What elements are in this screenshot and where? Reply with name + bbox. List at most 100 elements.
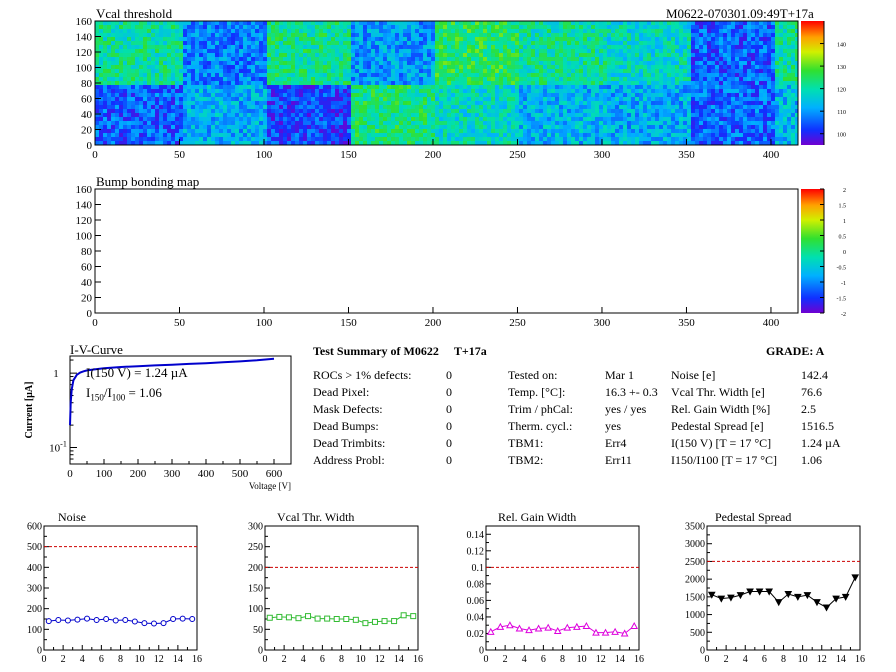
map2-colorbar-tick-label: 1.5 bbox=[839, 204, 847, 210]
map1-x-tick-label: 250 bbox=[509, 149, 526, 161]
rel-gain-width-title: Rel. Gain Width bbox=[498, 510, 576, 524]
map1-y-tick-label: 100 bbox=[76, 63, 93, 75]
rel-gain-width-point bbox=[573, 622, 581, 630]
iv-y-tick-label: 10-1 bbox=[49, 440, 67, 455]
map2-x-tick-label: 400 bbox=[763, 317, 780, 329]
iv-x-tick-label: 0 bbox=[67, 468, 73, 480]
result-value: 142.4 bbox=[801, 368, 828, 382]
module-label: M0622-070301.09:49T+17a bbox=[666, 6, 814, 21]
vcal-thr-width-point bbox=[333, 616, 340, 622]
defect-label: ROCs > 1% defects: bbox=[313, 368, 412, 382]
map2-colorbar-tick-label: -1 bbox=[841, 281, 846, 287]
map2-x-tick-label: 0 bbox=[92, 317, 98, 329]
pedestal-spread-point bbox=[803, 592, 812, 600]
vcal-thr-width-y-tick-label: 150 bbox=[248, 584, 263, 595]
map2-y-tick-label: 140 bbox=[76, 200, 93, 212]
map2-x-tick-label: 350 bbox=[678, 317, 695, 329]
noise-point bbox=[103, 616, 110, 622]
grade-label: GRADE: A bbox=[766, 344, 825, 358]
summary-title: Test Summary of M0622 T+17a bbox=[313, 344, 487, 358]
defect-label: Dead Trimbits: bbox=[313, 436, 386, 450]
map1-colorbar-tick-label: 140 bbox=[837, 43, 846, 49]
noise-x-tick-label: 2 bbox=[61, 654, 66, 665]
map1-y-tick-label: 20 bbox=[81, 125, 93, 137]
result-value: 76.6 bbox=[801, 385, 822, 399]
iv-x-tick-label: 500 bbox=[232, 468, 249, 480]
noise-x-tick-label: 8 bbox=[118, 654, 123, 665]
noise-x-tick-label: 10 bbox=[135, 654, 145, 665]
vcal-thr-width-x-tick-label: 0 bbox=[263, 654, 268, 665]
map2-y-tick-label: 120 bbox=[76, 215, 93, 227]
vcal-thr-width-series-line bbox=[269, 614, 414, 624]
rel-gain-width-point bbox=[563, 623, 572, 631]
map1-y-tick-label: 80 bbox=[81, 78, 93, 90]
pedestal-spread-point bbox=[813, 599, 821, 607]
iv-curve-line bbox=[69, 357, 275, 426]
map2-x-tick-label: 200 bbox=[425, 317, 442, 329]
noise-point bbox=[131, 618, 138, 625]
rel-gain-width-series-line bbox=[490, 624, 635, 635]
defect-value: 0 bbox=[446, 453, 452, 467]
pedestal-spread-point bbox=[746, 588, 754, 596]
rel-gain-width-point bbox=[525, 626, 533, 634]
vcal-thr-width-frame bbox=[264, 525, 419, 651]
noise-point bbox=[74, 616, 81, 623]
rel-gain-width-point bbox=[544, 623, 552, 631]
pedestal-spread-point bbox=[832, 595, 840, 603]
map2-x-tick-label: 300 bbox=[594, 317, 611, 329]
iv-y-tick-label: 1 bbox=[53, 368, 59, 380]
noise-point bbox=[170, 616, 177, 622]
map2-y-tick-label: 0 bbox=[87, 308, 93, 320]
map1-y-tick-label: 140 bbox=[76, 32, 93, 44]
result-value: 2.5 bbox=[801, 402, 816, 416]
map1-x-tick-label: 50 bbox=[174, 149, 186, 161]
iv-x-tick-label: 200 bbox=[130, 468, 147, 480]
bump-bonding-map: 0 50 100 150 200 250 300 350 4000204060801001201… bbox=[76, 184, 847, 329]
rel-gain-width-x-tick-label: 2 bbox=[503, 654, 508, 665]
rel-gain-width-point bbox=[515, 624, 524, 632]
rel-gain-width-y-tick-label: 0.12 bbox=[467, 546, 485, 557]
iv-title: I-V-Curve bbox=[70, 342, 123, 357]
pedestal-spread-y-tick-label: 1500 bbox=[685, 592, 705, 603]
test-info-label: Trim / phCal: bbox=[508, 402, 573, 416]
map1-y-tick-label: 40 bbox=[81, 109, 93, 121]
map2-colorbar-tick-label: 0.5 bbox=[839, 235, 847, 241]
map1-colorbar-tick-label: 130 bbox=[837, 65, 846, 71]
vcal-thr-width-y-tick-label: 300 bbox=[248, 522, 263, 533]
vcal-thr-width-x-tick-label: 4 bbox=[301, 654, 306, 665]
pedestal-spread-point bbox=[841, 593, 850, 601]
pedestal-spread-plot: Pedestal Spread 0 2 4 6 8 10 12 14 16 0 500 1000 1500… bbox=[685, 510, 865, 665]
map2-y-tick-label: 40 bbox=[81, 277, 93, 289]
rel-gain-width-point bbox=[553, 626, 562, 634]
vcal-thr-width-x-tick-label: 8 bbox=[339, 654, 344, 665]
iv-y-axis-label: Current [µA] bbox=[24, 382, 35, 439]
rel-gain-width-y-tick-label: 0.06 bbox=[467, 596, 485, 607]
pedestal-spread-point bbox=[707, 591, 716, 599]
pedestal-spread-x-tick-label: 12 bbox=[817, 654, 827, 665]
noise-x-tick-label: 16 bbox=[192, 654, 202, 665]
rel-gain-width-plot: Rel. Gain Width 0 2 4 6 8 10 12 14 16 0 0.02 0.04 0.0… bbox=[467, 510, 645, 665]
result-label: Pedestal Spread [e] bbox=[671, 419, 764, 433]
defect-value: 0 bbox=[446, 419, 452, 433]
pedestal-spread-point bbox=[794, 593, 802, 601]
noise-plot: Noise 0 2 4 6 8 10 12 14 16 0 100 200 300 400 500 600 bbox=[27, 510, 202, 665]
test-info-value: Mar 1 bbox=[605, 368, 634, 382]
noise-point bbox=[45, 618, 52, 625]
rel-gain-width-y-tick-label: 0 bbox=[479, 646, 484, 657]
vcal-thr-width-title: Vcal Thr. Width bbox=[277, 510, 354, 524]
noise-point bbox=[84, 615, 91, 622]
rel-gain-width-x-tick-label: 4 bbox=[522, 654, 527, 665]
noise-x-tick-label: 0 bbox=[42, 654, 47, 665]
map2-y-tick-label: 60 bbox=[81, 262, 93, 274]
rel-gain-width-y-tick-label: 0.1 bbox=[472, 563, 485, 574]
defect-value: 0 bbox=[446, 368, 452, 382]
rel-gain-width-x-tick-label: 16 bbox=[634, 654, 644, 665]
vcal-thr-width-y-tick-label: 0 bbox=[258, 646, 263, 657]
result-value: 1.24 µA bbox=[801, 436, 841, 450]
rel-gain-width-point bbox=[506, 621, 514, 629]
test-info-label: TBM1: bbox=[508, 436, 544, 450]
iv-curve-plot: 0 100 200 300 400 500 600 1 10-1 Voltage [V] Curre… bbox=[24, 355, 292, 491]
noise-x-tick-label: 4 bbox=[80, 654, 85, 665]
